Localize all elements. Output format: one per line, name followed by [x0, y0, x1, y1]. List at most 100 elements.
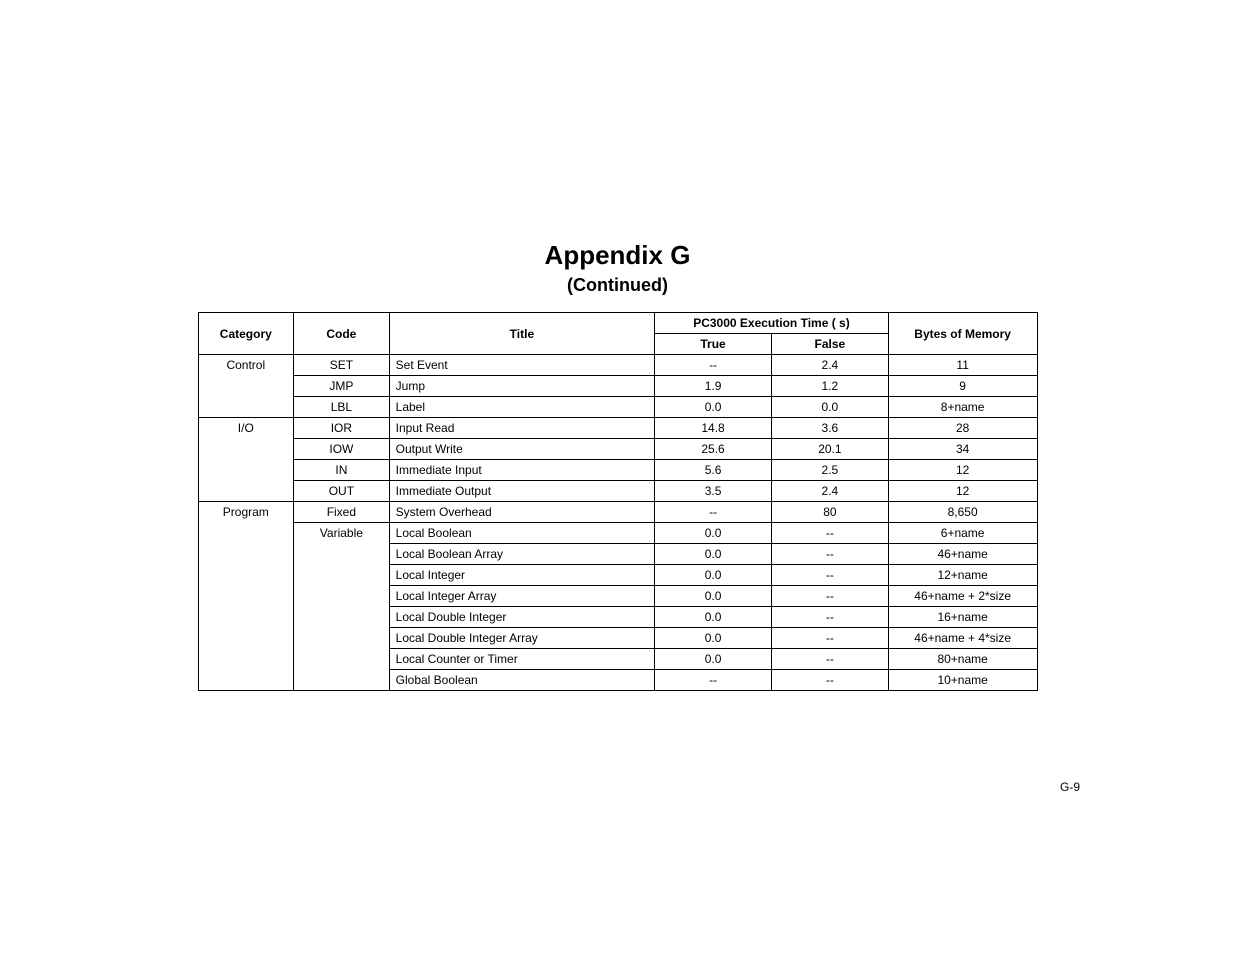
- cell-memory: 28: [888, 418, 1037, 439]
- cell-category: [198, 460, 294, 481]
- table-row: ProgramFixedSystem Overhead--808,650: [198, 502, 1037, 523]
- header-true: True: [655, 334, 772, 355]
- cell-title: Jump: [389, 376, 655, 397]
- cell-false: 2.5: [771, 460, 888, 481]
- cell-code: OUT: [294, 481, 390, 502]
- cell-category: [198, 439, 294, 460]
- cell-title: Local Counter or Timer: [389, 649, 655, 670]
- cell-title: Local Double Integer: [389, 607, 655, 628]
- cell-title: Immediate Output: [389, 481, 655, 502]
- cell-memory: 11: [888, 355, 1037, 376]
- cell-category: [198, 586, 294, 607]
- cell-code: [294, 544, 390, 565]
- cell-category: Control: [198, 355, 294, 376]
- cell-code: LBL: [294, 397, 390, 418]
- cell-true: 0.0: [655, 649, 772, 670]
- cell-code: Variable: [294, 523, 390, 544]
- page-number: G-9: [1060, 780, 1080, 794]
- cell-memory: 46+name: [888, 544, 1037, 565]
- cell-memory: 8,650: [888, 502, 1037, 523]
- cell-true: 25.6: [655, 439, 772, 460]
- cell-true: 0.0: [655, 523, 772, 544]
- cell-code: [294, 565, 390, 586]
- cell-memory: 46+name + 2*size: [888, 586, 1037, 607]
- table-row: Local Boolean Array0.0--46+name: [198, 544, 1037, 565]
- cell-title: Set Event: [389, 355, 655, 376]
- table-row: OUTImmediate Output3.52.412: [198, 481, 1037, 502]
- cell-code: [294, 586, 390, 607]
- cell-memory: 6+name: [888, 523, 1037, 544]
- table-header: Category Code Title PC3000 Execution Tim…: [198, 313, 1037, 355]
- cell-false: 1.2: [771, 376, 888, 397]
- cell-category: [198, 481, 294, 502]
- cell-title: Label: [389, 397, 655, 418]
- cell-memory: 12: [888, 460, 1037, 481]
- cell-false: 20.1: [771, 439, 888, 460]
- table-row: JMPJump1.91.29: [198, 376, 1037, 397]
- cell-title: Output Write: [389, 439, 655, 460]
- table-row: Local Double Integer0.0--16+name: [198, 607, 1037, 628]
- cell-memory: 12: [888, 481, 1037, 502]
- cell-code: Fixed: [294, 502, 390, 523]
- data-table-container: Category Code Title PC3000 Execution Tim…: [198, 312, 1038, 691]
- cell-false: 2.4: [771, 355, 888, 376]
- cell-true: 0.0: [655, 397, 772, 418]
- cell-true: 0.0: [655, 544, 772, 565]
- cell-true: 0.0: [655, 586, 772, 607]
- cell-false: --: [771, 628, 888, 649]
- header-code: Code: [294, 313, 390, 355]
- cell-memory: 8+name: [888, 397, 1037, 418]
- cell-title: Local Integer Array: [389, 586, 655, 607]
- table-row: VariableLocal Boolean0.0--6+name: [198, 523, 1037, 544]
- cell-true: --: [655, 355, 772, 376]
- cell-false: --: [771, 586, 888, 607]
- cell-title: Immediate Input: [389, 460, 655, 481]
- appendix-title: Appendix G: [0, 240, 1235, 271]
- cell-false: --: [771, 523, 888, 544]
- table-row: I/OIORInput Read14.83.628: [198, 418, 1037, 439]
- header-false: False: [771, 334, 888, 355]
- cell-true: 14.8: [655, 418, 772, 439]
- cell-false: --: [771, 607, 888, 628]
- cell-title: Local Double Integer Array: [389, 628, 655, 649]
- cell-code: [294, 607, 390, 628]
- table-row: ControlSETSet Event--2.411: [198, 355, 1037, 376]
- cell-title: Local Boolean: [389, 523, 655, 544]
- cell-true: 5.6: [655, 460, 772, 481]
- cell-code: SET: [294, 355, 390, 376]
- cell-memory: 12+name: [888, 565, 1037, 586]
- header-category: Category: [198, 313, 294, 355]
- cell-false: 3.6: [771, 418, 888, 439]
- cell-title: System Overhead: [389, 502, 655, 523]
- cell-false: 0.0: [771, 397, 888, 418]
- table-row: Local Counter or Timer0.0--80+name: [198, 649, 1037, 670]
- cell-category: [198, 544, 294, 565]
- cell-title: Input Read: [389, 418, 655, 439]
- header-title: Title: [389, 313, 655, 355]
- cell-category: [198, 565, 294, 586]
- header-memory: Bytes of Memory: [888, 313, 1037, 355]
- table-row: Local Integer Array0.0--46+name + 2*size: [198, 586, 1037, 607]
- cell-true: 1.9: [655, 376, 772, 397]
- cell-code: [294, 628, 390, 649]
- cell-code: [294, 670, 390, 691]
- cell-category: [198, 376, 294, 397]
- cell-code: [294, 649, 390, 670]
- cell-category: [198, 607, 294, 628]
- appendix-subtitle: (Continued): [0, 275, 1235, 296]
- cell-memory: 16+name: [888, 607, 1037, 628]
- cell-category: [198, 649, 294, 670]
- cell-false: --: [771, 565, 888, 586]
- cell-memory: 10+name: [888, 670, 1037, 691]
- cell-title: Global Boolean: [389, 670, 655, 691]
- cell-true: 3.5: [655, 481, 772, 502]
- cell-true: --: [655, 670, 772, 691]
- cell-category: [198, 397, 294, 418]
- table-body: ControlSETSet Event--2.411JMPJump1.91.29…: [198, 355, 1037, 691]
- table-row: IOWOutput Write25.620.134: [198, 439, 1037, 460]
- cell-true: --: [655, 502, 772, 523]
- cell-code: JMP: [294, 376, 390, 397]
- cell-title: Local Integer: [389, 565, 655, 586]
- cell-false: 80: [771, 502, 888, 523]
- cell-true: 0.0: [655, 628, 772, 649]
